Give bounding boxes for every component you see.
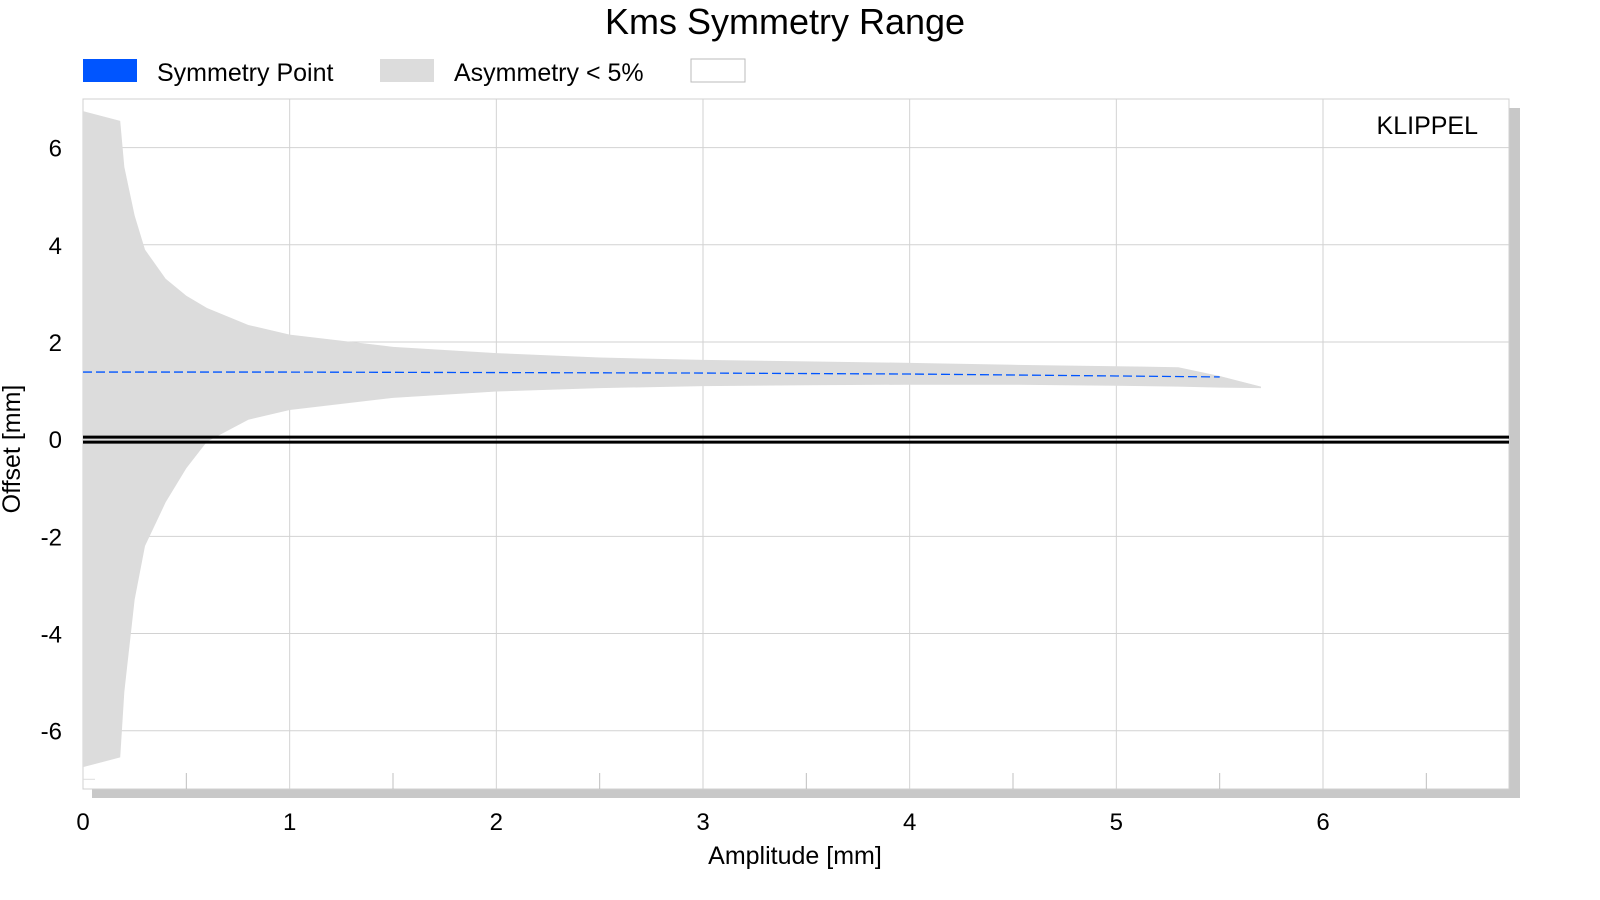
x-tick-label: 5 [1110,809,1123,836]
klippel-watermark: KLIPPEL [1377,112,1479,140]
zero-line [83,435,1509,444]
x-tick-label: 4 [903,809,916,836]
legend-swatch-1 [83,59,137,82]
axes: 0 1 2 3 4 5 6 6 4 2 0 -2 -4 -6 [41,136,1330,836]
symmetry-point-line [83,371,1220,378]
plot-area [82,98,1510,790]
x-axis-label: Amplitude [mm] [708,842,882,870]
y-tick-label: 4 [49,233,62,260]
x-tick-label: 1 [283,809,296,836]
x-tick-label: 6 [1316,809,1329,836]
y-tick-label: -4 [41,622,62,649]
y-tick-label: -6 [41,719,62,746]
legend: Symmetry Point Asymmetry < 5% [83,58,746,87]
y-tick-label: 0 [49,427,62,454]
y-tick-label: 6 [49,136,62,163]
legend-label-2: Asymmetry < 5% [454,59,644,87]
series-layer [83,371,1220,378]
legend-swatch-3 [690,58,746,83]
y-tick-label: -2 [41,524,62,551]
x-tick-label: 3 [696,809,709,836]
x-tick-label: 2 [490,809,503,836]
chart-title: Kms Symmetry Range [605,1,965,42]
legend-swatch-2 [380,59,434,82]
legend-label-1: Symmetry Point [157,59,333,87]
y-axis-label: Offset [mm] [0,385,26,514]
y-tick-label: 2 [49,330,62,357]
x-tick-label: 0 [76,809,89,836]
